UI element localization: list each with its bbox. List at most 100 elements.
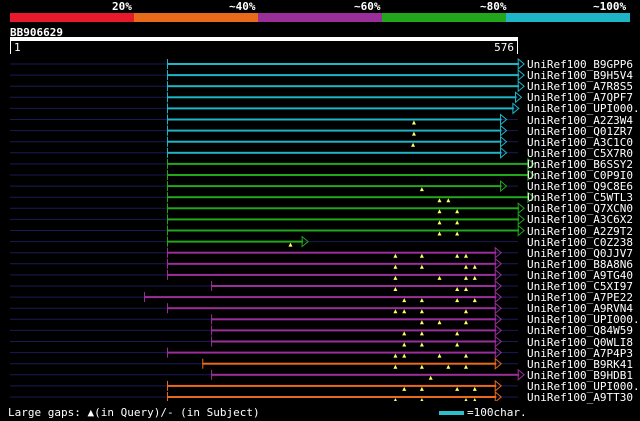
hit-label[interactable]: UniRef100_A7QPF7 [527, 91, 633, 105]
hit-label[interactable]: UniRef100_B6SSY2 [527, 157, 633, 171]
hit-row[interactable] [10, 191, 535, 204]
hit-alignment-bar[interactable] [166, 129, 502, 132]
hit-row[interactable] [10, 235, 518, 248]
hit-label[interactable]: UniRef100_Q7XCN0 [527, 202, 633, 216]
hit-alignment-bar[interactable] [166, 218, 520, 221]
hit-row[interactable] [10, 180, 518, 193]
hit-row[interactable] [10, 224, 525, 237]
hit-row[interactable] [10, 102, 520, 115]
hit-start-tick [166, 59, 168, 69]
hit-alignment-bar[interactable] [166, 207, 520, 210]
hit-label[interactable]: UniRef100_A7PE22 [527, 291, 633, 305]
hit-label[interactable]: UniRef100_C0Z238 [527, 235, 633, 249]
hit-alignment-bar[interactable] [166, 185, 502, 188]
hit-label[interactable]: UniRef100_C5WTL3 [527, 191, 633, 205]
hit-label[interactable]: UniRef100_B9H5V4 [527, 69, 633, 83]
query-gap-marker [393, 275, 398, 280]
hit-row[interactable] [10, 80, 525, 93]
hit-row[interactable] [10, 291, 518, 304]
hit-alignment-bar[interactable] [166, 162, 529, 165]
hit-row[interactable] [10, 202, 525, 215]
hit-row[interactable] [10, 69, 525, 82]
hit-alignment-bar[interactable] [166, 307, 497, 310]
hit-alignment-bar[interactable] [166, 118, 502, 121]
hit-label[interactable]: UniRef100_UPI000... [527, 379, 640, 393]
hit-label[interactable]: UniRef100_UPI000... [527, 313, 640, 327]
hit-alignment-bar[interactable] [166, 251, 497, 254]
hit-alignment-bar[interactable] [166, 196, 529, 199]
hit-label[interactable]: UniRef100_A9TG40 [527, 268, 633, 282]
hit-alignment-bar[interactable] [211, 318, 497, 321]
hit-row[interactable] [10, 324, 518, 337]
hit-row[interactable] [10, 268, 518, 281]
hit-row[interactable] [10, 246, 518, 259]
hit-label[interactable]: UniRef100_Q0JJV7 [527, 246, 633, 260]
query-gap-marker [393, 253, 398, 258]
hit-label[interactable]: UniRef100_UPI000... [527, 102, 640, 116]
hit-label[interactable]: UniRef100_Q01ZR7 [527, 124, 633, 138]
hit-label[interactable]: UniRef100_Q84W59 [527, 324, 633, 338]
hit-label[interactable]: UniRef100_Q9C8E6 [527, 180, 633, 194]
hit-row[interactable] [10, 213, 525, 226]
hit-row[interactable] [10, 368, 525, 381]
hit-alignment-bar[interactable] [166, 351, 497, 354]
hit-alignment-bar[interactable] [144, 296, 497, 299]
hit-alignment-bar[interactable] [211, 373, 520, 376]
hit-row[interactable] [10, 257, 518, 270]
hit-alignment-bar[interactable] [166, 63, 520, 65]
hit-label[interactable]: UniRef100_C0P9I0 [527, 169, 633, 182]
hit-label[interactable]: UniRef100_Q0WLI8 [527, 335, 633, 349]
hit-label[interactable]: UniRef100_C5XI97 [527, 280, 633, 293]
hit-label[interactable]: UniRef100_A2Z3W4 [527, 113, 633, 127]
hit-row[interactable] [10, 135, 518, 148]
hit-alignment-bar[interactable] [166, 273, 497, 276]
hit-row[interactable] [10, 313, 518, 326]
hit-alignment-bar[interactable] [166, 240, 304, 243]
hit-alignment-bar[interactable] [211, 329, 497, 332]
hit-row[interactable] [10, 346, 518, 359]
hit-label[interactable]: UniRef100_A3C6X2 [527, 213, 633, 227]
hit-label[interactable]: UniRef100_A7R8S5 [527, 80, 633, 94]
hit-alignment-bar[interactable] [166, 396, 497, 398]
hit-alignment-bar[interactable] [202, 362, 497, 365]
hit-alignment-bar[interactable] [211, 285, 497, 287]
hit-label[interactable]: UniRef100_A2Z9T2 [527, 224, 633, 238]
query-gap-marker [437, 275, 442, 280]
hit-label[interactable]: UniRef100_C5X7R0 [527, 146, 633, 160]
hit-alignment-bar[interactable] [166, 174, 529, 176]
hit-row[interactable] [10, 91, 523, 104]
hit-label[interactable]: UniRef100_B9GPP6 [527, 58, 633, 71]
hit-label[interactable]: UniRef100_B9RK41 [527, 357, 633, 371]
hit-row[interactable] [10, 357, 518, 370]
hit-row[interactable] [10, 379, 518, 392]
hit-row[interactable] [10, 157, 535, 170]
hit-label[interactable]: UniRef100_B9HDB1 [527, 368, 633, 382]
hit-alignment-bar[interactable] [166, 140, 502, 143]
hit-label[interactable]: UniRef100_A3C1C0 [527, 135, 633, 149]
hit-alignment-bar[interactable] [166, 107, 514, 110]
hit-alignment-bar[interactable] [166, 262, 497, 265]
hit-alignment-bar[interactable] [166, 96, 517, 99]
hit-label[interactable]: UniRef100_A9RVN4 [527, 302, 633, 316]
hit-row[interactable] [10, 124, 518, 137]
hit-alignment-bar[interactable] [166, 74, 520, 77]
hit-row[interactable] [10, 57, 525, 71]
hit-row[interactable] [10, 390, 518, 401]
hit-row[interactable] [10, 335, 518, 348]
hit-alignment-bar[interactable] [166, 85, 520, 88]
hit-row[interactable] [10, 146, 518, 159]
hit-alignment-bar[interactable] [166, 151, 502, 154]
query-gap-marker [411, 120, 416, 125]
hit-arrowhead [500, 180, 508, 193]
hit-alignment-bar[interactable] [166, 229, 520, 232]
hit-alignment-bar[interactable] [166, 384, 497, 387]
hit-row[interactable] [10, 168, 535, 182]
query-gap-marker [411, 131, 416, 136]
hit-label[interactable]: UniRef100_A7P4P3 [527, 346, 633, 360]
hit-label[interactable]: UniRef100_A9TT30 [527, 391, 633, 404]
hit-row[interactable] [10, 279, 518, 293]
hit-row[interactable] [10, 113, 518, 126]
hit-label[interactable]: UniRef100_B8A8N6 [527, 257, 633, 271]
hit-row[interactable] [10, 302, 518, 315]
hit-alignment-bar[interactable] [211, 340, 497, 343]
